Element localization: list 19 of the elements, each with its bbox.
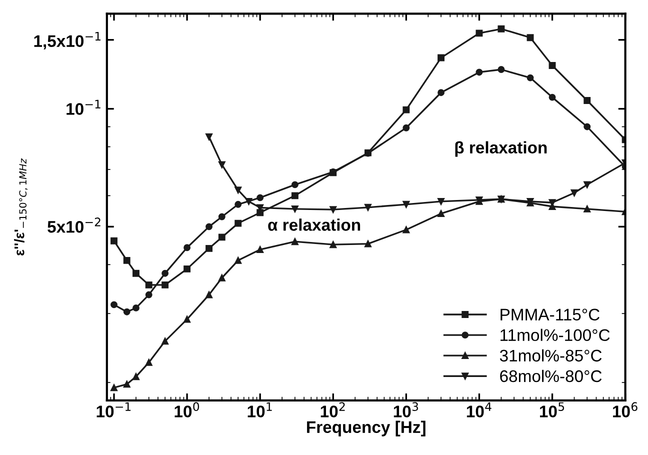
y-tick-label: 5x10$^{−2}$: [48, 218, 100, 233]
annotation: β relaxation: [455, 141, 547, 157]
x-axis-title: Frequency [Hz]: [307, 420, 426, 436]
x-tick-label: 10$^{6}$: [613, 402, 638, 418]
y-tick-label: 1,5x10$^{−1}$: [34, 32, 100, 50]
legend-label: 11mol%-100°C: [500, 328, 610, 342]
x-tick-label: 10$^{5}$: [540, 402, 564, 418]
x-tick-label: 10$^{3}$: [394, 402, 418, 418]
x-tick-label: 10$^{4}$: [466, 402, 492, 418]
x-tick-label: 10$^{1}$: [248, 402, 272, 418]
y-tick-label: 10$^{−1}$: [66, 100, 100, 115]
x-tick-label: 10$^{2}$: [320, 402, 345, 418]
annotation: α relaxation: [268, 218, 360, 231]
y-axis-title: ε''/ε'$_{−150°C,1MHz}$: [14, 158, 28, 256]
x-tick-label: 10$^{−1}$: [96, 402, 131, 418]
legend-label: PMMA-115°C: [500, 308, 600, 320]
x-tick-label: 10$^{0}$: [174, 402, 200, 418]
legend-label: 68mol%-80°C: [500, 370, 602, 382]
legend-label: 31mol%-85°C: [500, 349, 602, 362]
